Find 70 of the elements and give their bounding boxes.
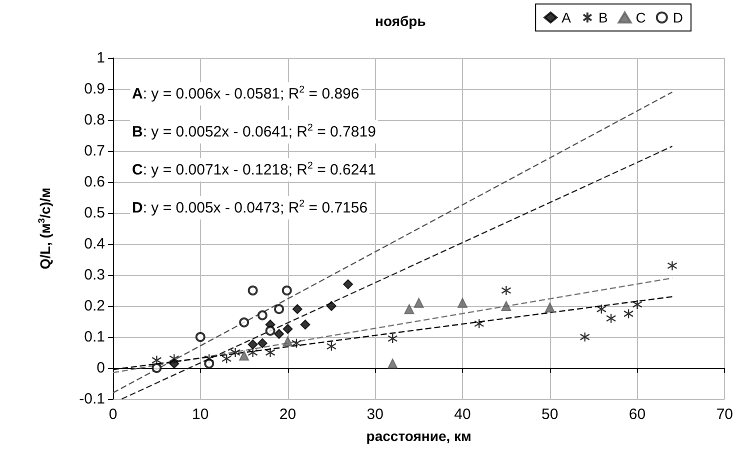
point bbox=[274, 328, 284, 339]
legend-label: B bbox=[598, 10, 608, 26]
legend-label: A bbox=[562, 10, 572, 26]
chart-title: ноябрь bbox=[375, 13, 426, 29]
point bbox=[152, 355, 162, 366]
y-tick-label: 0.7 bbox=[84, 142, 105, 160]
x-tick-label: 70 bbox=[716, 406, 733, 423]
point bbox=[596, 304, 607, 314]
point bbox=[326, 301, 336, 311]
point bbox=[580, 332, 590, 342]
point bbox=[544, 302, 555, 313]
x-tick-label: 10 bbox=[192, 406, 209, 423]
y-tick-label: -0.1 bbox=[79, 390, 105, 408]
point bbox=[404, 304, 414, 314]
point bbox=[388, 333, 398, 344]
point bbox=[474, 318, 484, 329]
y-tick-label: 0.2 bbox=[84, 298, 105, 314]
x-tick-label: 60 bbox=[628, 406, 646, 423]
point bbox=[239, 317, 250, 328]
point bbox=[414, 298, 424, 308]
y-tick-label: 0.6 bbox=[84, 174, 105, 190]
point bbox=[204, 354, 214, 364]
x-tick-label: 0 bbox=[108, 406, 118, 423]
point bbox=[221, 354, 232, 364]
legend-label: C bbox=[636, 10, 646, 26]
y-tick-label: 0.8 bbox=[84, 112, 105, 128]
x-tick-label: 30 bbox=[366, 406, 384, 423]
point bbox=[292, 304, 302, 314]
point bbox=[274, 304, 284, 314]
point bbox=[501, 301, 512, 311]
y-tick-label: 0.4 bbox=[84, 236, 105, 252]
point bbox=[282, 286, 292, 296]
point bbox=[632, 299, 642, 310]
y-tick-label: 0.5 bbox=[84, 204, 105, 222]
x-tick-label: 20 bbox=[279, 406, 296, 423]
y-tick-label: 0 bbox=[96, 360, 105, 376]
point bbox=[195, 332, 206, 342]
point bbox=[257, 310, 268, 320]
y-tick-label: 1 bbox=[96, 50, 105, 66]
point bbox=[265, 326, 276, 336]
point bbox=[282, 324, 293, 334]
point bbox=[239, 350, 250, 361]
point bbox=[282, 336, 293, 346]
point bbox=[230, 347, 240, 358]
y-axis-title: Q/L, (м3/с)/м bbox=[36, 188, 53, 270]
point bbox=[248, 339, 258, 350]
point bbox=[606, 313, 616, 324]
y-tick-label: 0.1 bbox=[84, 328, 105, 346]
point bbox=[623, 308, 634, 319]
point bbox=[458, 298, 468, 308]
y-tick-label: 0.9 bbox=[84, 80, 105, 98]
point bbox=[169, 354, 180, 364]
x-axis-title: расстояние, км bbox=[366, 428, 472, 444]
point bbox=[257, 338, 268, 348]
x-tick-label: 50 bbox=[542, 406, 558, 423]
point bbox=[248, 286, 258, 296]
point bbox=[204, 358, 214, 369]
y-tick-label: 0.3 bbox=[84, 266, 105, 284]
legend-label: D bbox=[672, 10, 684, 26]
point bbox=[501, 285, 512, 296]
point bbox=[291, 338, 302, 348]
point bbox=[300, 320, 310, 330]
x-tick-label: 40 bbox=[454, 406, 471, 423]
point bbox=[343, 279, 354, 290]
point bbox=[265, 347, 276, 358]
point bbox=[388, 358, 398, 369]
point bbox=[152, 363, 162, 373]
point bbox=[667, 260, 678, 271]
point bbox=[248, 347, 258, 358]
point bbox=[326, 341, 337, 352]
